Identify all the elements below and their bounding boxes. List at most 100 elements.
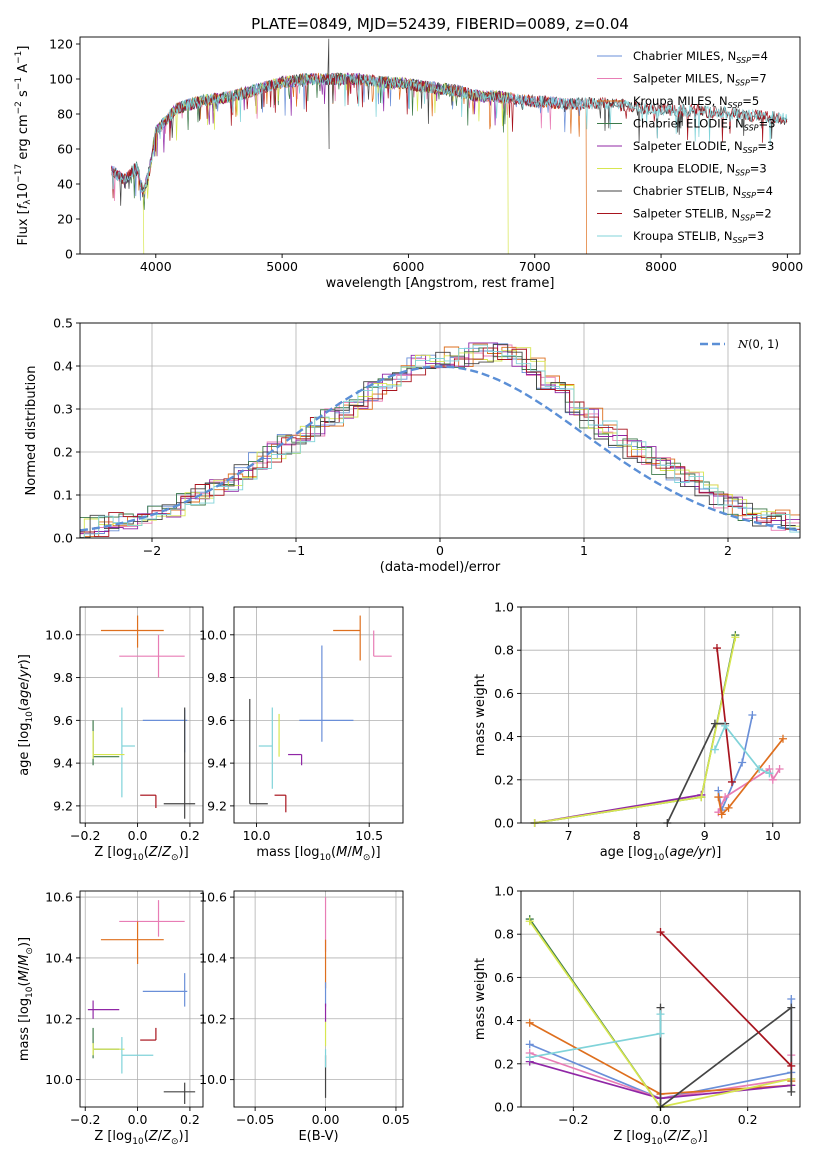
weight-marker [738, 758, 747, 767]
weight-marker [787, 1087, 796, 1096]
y-tick-label: 0 [65, 247, 73, 262]
weight-marker [656, 1010, 665, 1019]
x-tick-label: 5000 [266, 259, 298, 274]
x-tick-label: 0.2 [180, 828, 200, 843]
y-tick-label: 0.4 [494, 1013, 514, 1028]
legend-label: Salpeter STELIB, NSSP=2 [633, 207, 772, 223]
errorbar-point [299, 645, 354, 742]
x-tick-label: −0.2 [558, 1112, 588, 1127]
y-tick-label: 10.6 [45, 890, 73, 905]
weight-marker [717, 810, 726, 819]
figure-title: PLATE=0849, MJD=52439, FIBERID=0089, z=0… [251, 15, 629, 33]
axes-frame [233, 606, 404, 824]
y-tick-label: 9.2 [53, 798, 73, 813]
errorbar-point [249, 698, 268, 805]
x-axis-label: Z [log10(Z/Z⊙)] [94, 845, 188, 863]
weight-marker [765, 769, 774, 778]
y-tick-label: 9.6 [53, 713, 73, 728]
weight-marker [712, 644, 721, 653]
errorbar-point [163, 1082, 196, 1104]
errorbar-point [163, 707, 196, 819]
mass-vs-Z-points [87, 900, 196, 1104]
y-tick-label: 60 [57, 142, 73, 157]
axes-frame [79, 606, 204, 824]
y-tick-label: 100 [49, 72, 73, 87]
spectrum-line [111, 72, 788, 194]
x-tick-label: 9000 [771, 259, 803, 274]
y-tick-label: 0.0 [494, 1100, 514, 1115]
y-tick-label: 0.4 [494, 729, 514, 744]
y-tick-label: 0.6 [494, 970, 514, 985]
x-tick-label: 9 [701, 828, 709, 843]
spectrum-legend: Chabrier MILES, NSSP=4 Salpeter MILES, NS… [597, 49, 775, 245]
legend-label: Kroupa STELIB, NSSP=3 [633, 229, 764, 245]
x-axis-label: Z [log10(Z/Z⊙)] [613, 1129, 707, 1147]
errorbar-point [373, 630, 392, 657]
legend-label: Chabrier STELIB, NSSP=4 [633, 184, 773, 200]
y-tick-label: 10.0 [199, 627, 227, 642]
x-tick-label: 4000 [140, 259, 172, 274]
axes-weight-vs-Z: −0.2 0.0 0.2 0.0 0.2 0.4 0.6 0.8 1.0 [494, 884, 801, 1127]
x-axis-label: E(B-V) [298, 1129, 338, 1144]
weight-marker [714, 793, 723, 802]
axes-mass-vs-EBV: −0.05 0.00 0.05 10.0 10.2 10.4 10.6 [199, 890, 410, 1127]
charts-layer: 4000 5000 6000 7000 8000 9000020406080100120w… [14, 37, 803, 1148]
weight-marker [731, 633, 740, 642]
axes-frame [233, 890, 404, 1108]
plot-area-residuals [80, 342, 800, 538]
y-tick-label: 10.0 [45, 627, 73, 642]
weight-marker [787, 1003, 796, 1012]
age-vs-Z-points [92, 615, 196, 819]
weight-marker [697, 793, 706, 802]
legend-label: N(0, 1) [737, 337, 779, 351]
weight-line [714, 724, 770, 775]
y-tick-label: 0.1 [53, 488, 73, 503]
weight-line [717, 738, 784, 817]
y-tick-label: 0.2 [494, 1056, 514, 1071]
x-axis-label: age [log10(age/yr)] [600, 845, 722, 863]
legend-label: Chabrier MILES, NSSP=4 [633, 49, 768, 65]
weight-line [659, 931, 792, 1067]
x-axis-label: wavelength [Angstrom, rest frame] [326, 276, 555, 291]
x-tick-label: 8 [633, 828, 641, 843]
x-tick-label: −0.05 [236, 1112, 274, 1127]
y-tick-label: 9.2 [207, 798, 227, 813]
errorbar-point [121, 707, 135, 798]
weight-marker [724, 803, 733, 812]
residuals-series-group [80, 342, 800, 538]
y-axis-label: mass [log10(M/M⊙)] [17, 937, 35, 1061]
x-tick-label: 0.0 [128, 1112, 148, 1127]
axes-weight-vs-age: 7 8 9 10 0.0 0.2 0.4 0.6 0.8 1.0 [494, 600, 801, 843]
legend-label: Kroupa MILES, NSSP=5 [633, 94, 759, 110]
axes-frame [520, 606, 801, 824]
x-tick-label: −0.2 [70, 1112, 100, 1127]
weight-line [716, 647, 733, 783]
x-tick-label: 0.0 [128, 828, 148, 843]
y-tick-label: 10.6 [199, 890, 227, 905]
errorbar-point [142, 973, 188, 1007]
weight-marker [710, 719, 719, 728]
age-vs-mass-points [249, 615, 392, 813]
x-tick-label: 1 [580, 543, 588, 558]
axes-residuals: −2 −1 0 1 2 0.0 0.1 0.2 0.3 0.4 0.5 [53, 316, 801, 558]
weight-marker [721, 721, 730, 730]
errorbar-point [92, 731, 125, 759]
y-tick-label: 9.8 [207, 670, 227, 685]
x-tick-label: 0 [436, 543, 444, 558]
axes-frame [79, 890, 204, 1108]
x-tick-label: 0.00 [312, 1112, 340, 1127]
weight-vs-Z-series [525, 915, 796, 1111]
y-tick-label: 0.8 [494, 643, 514, 658]
errorbar-point [258, 707, 273, 789]
weight-marker [721, 793, 730, 802]
y-tick-label: 10.4 [199, 950, 227, 965]
x-axis-label: mass [log10(M/M⊙)] [256, 845, 380, 863]
weight-marker [525, 917, 534, 926]
errorbar-point [274, 794, 287, 813]
y-tick-label: 0.2 [53, 445, 73, 460]
y-tick-label: 0.0 [494, 816, 514, 831]
plot-area-weight-vs-age [530, 631, 787, 827]
y-tick-label: 0.8 [494, 927, 514, 942]
x-tick-label: 7000 [519, 259, 551, 274]
